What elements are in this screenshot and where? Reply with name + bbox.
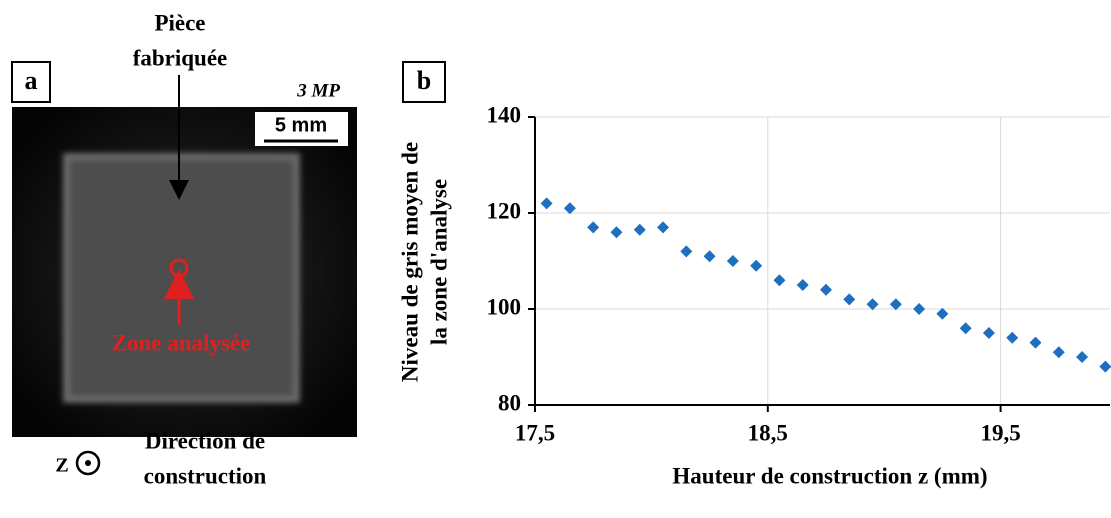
x-tick-label: 18,5 [748, 420, 788, 445]
panel-label: a [25, 66, 38, 95]
zone-label: Zone analysée [112, 330, 251, 355]
data-point [703, 250, 716, 263]
panel-label-box [402, 61, 446, 103]
data-point [726, 255, 739, 267]
data-point [843, 293, 856, 306]
part-title: fabriquée [133, 45, 228, 70]
part-title: Pièce [154, 10, 205, 35]
out-of-plane-symbol [75, 450, 101, 476]
resolution: 3 MP [296, 80, 340, 101]
x-tick-label: 17,5 [515, 420, 555, 445]
panel-label: b [417, 66, 431, 95]
y-tick-label: 100 [487, 294, 522, 319]
data-point [1006, 331, 1019, 344]
part-face [70, 160, 293, 396]
data-point [610, 226, 623, 239]
data-point [563, 202, 576, 215]
data-point [982, 327, 995, 339]
y-axis-title: Niveau de gris moyen de [397, 142, 422, 382]
data-point [1052, 346, 1065, 359]
panel-label-box [11, 61, 51, 103]
data-point [819, 283, 832, 296]
y-axis-title: la zone d'analyse [426, 179, 451, 345]
data-point [750, 259, 763, 272]
x-axis-title: Hauteur de construction z (mm) [672, 463, 987, 488]
data-point [959, 322, 972, 335]
data-point [680, 245, 693, 258]
data-point [866, 298, 879, 311]
scale-label: 5 mm [275, 114, 327, 136]
data-point [796, 279, 809, 291]
axis-symbol: Z [55, 455, 68, 477]
y-tick-label: 80 [498, 390, 521, 415]
data-point [913, 303, 926, 315]
data-point [587, 221, 600, 234]
direction-label: Direction de [145, 428, 265, 453]
data-point [1099, 360, 1111, 373]
data-point [657, 221, 670, 234]
out-of-plane-dot [85, 460, 91, 466]
y-tick-label: 140 [487, 102, 522, 127]
data-point [889, 298, 902, 311]
data-point [1029, 336, 1042, 349]
plot: 80 100 120 140 17,5 18,5 19,5 [487, 102, 1111, 445]
direction-label: construction [144, 463, 267, 488]
data-point [540, 197, 553, 210]
data-point [633, 223, 646, 236]
data-point [773, 274, 786, 287]
data-point [1076, 351, 1089, 363]
y-tick-label: 120 [487, 198, 522, 223]
data-point [936, 307, 949, 320]
x-tick-label: 19,5 [980, 420, 1020, 445]
